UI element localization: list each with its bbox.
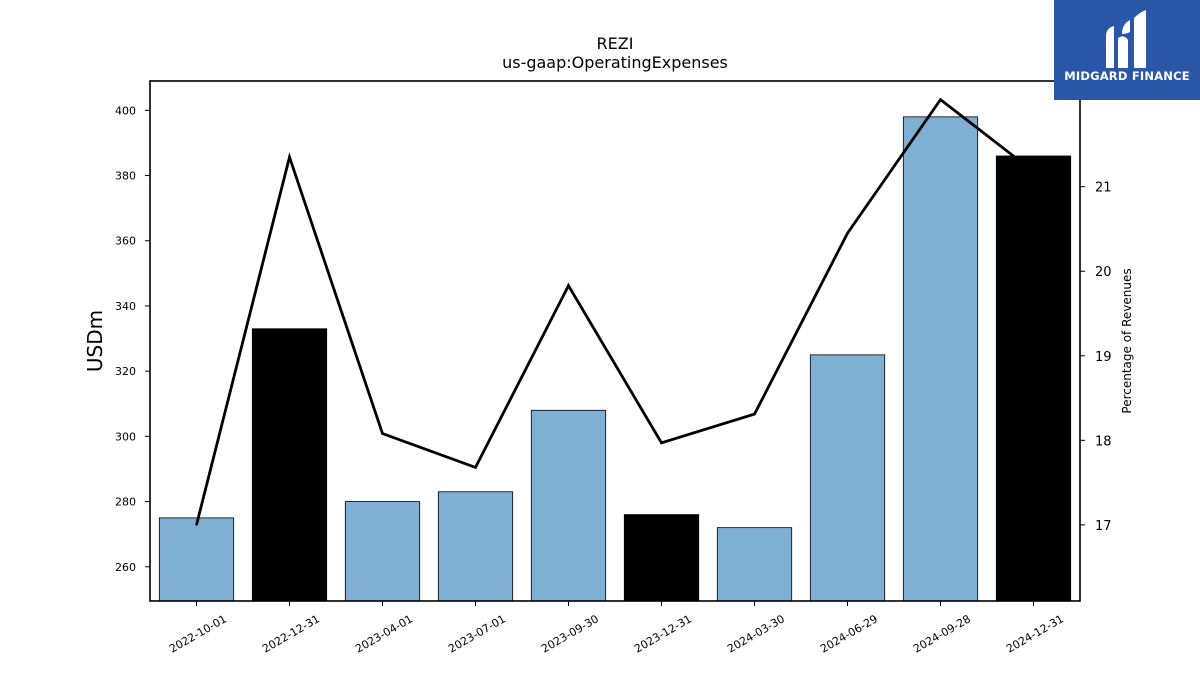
midgard-finance-logo: MIDGARD FINANCE	[1054, 0, 1200, 100]
line-point-2024-09-28	[939, 98, 942, 101]
midgard-logo-icon	[1106, 10, 1146, 68]
line-point-2024-12-31	[1032, 170, 1035, 173]
line-point-2023-12-31	[660, 442, 663, 444]
x-tick-label-2023-07-01: 2023-07-01	[446, 612, 508, 655]
y2-tick-label-17: 17	[1095, 519, 1112, 534]
x-tick-label-2024-12-31: 2024-12-31	[1004, 612, 1066, 655]
y2-axis-label: Percentage of Revenues	[1120, 268, 1134, 413]
line-point-2023-07-01	[474, 466, 477, 469]
y-tick-label-320: 320	[115, 365, 136, 378]
line-point-2022-10-01	[195, 524, 198, 526]
bar-2023-07-01	[437, 491, 514, 602]
chart-title: REZI	[597, 34, 634, 53]
bar-2023-12-31	[623, 514, 700, 602]
x-tick-label-2024-06-29: 2024-06-29	[818, 612, 880, 655]
percentage-line	[195, 97, 1035, 526]
y-tick-label-280: 280	[115, 496, 136, 509]
x-tick-label-2023-04-01: 2023-04-01	[353, 612, 415, 655]
y-axis-label: USDm	[83, 310, 107, 372]
y-tick-label-340: 340	[115, 300, 136, 313]
chart-subtitle: us-gaap:OperatingExpenses	[502, 53, 728, 72]
bars-layer	[158, 116, 1072, 602]
line-point-2024-03-30	[753, 413, 756, 415]
x-tick-label-2023-12-31: 2023-12-31	[632, 612, 694, 655]
y2-tick-label-18: 18	[1095, 434, 1112, 449]
bar-2024-12-31	[995, 155, 1072, 602]
x-tick-label-2024-03-30: 2024-03-30	[725, 612, 787, 655]
x-tick-label-2022-10-01: 2022-10-01	[167, 612, 229, 655]
bar-2022-12-31	[251, 328, 328, 602]
axes-layer: 260 280 300 320 340 360 380 400 17 18 19 20 21 2022-1…	[115, 80, 1112, 656]
line-point-2023-04-01	[381, 432, 384, 435]
y-tick-label-400: 400	[115, 104, 136, 117]
logo-text: MIDGARD FINANCE	[1064, 69, 1190, 83]
bar-2024-09-28	[902, 116, 979, 602]
bar-2023-04-01	[344, 501, 421, 602]
line-layer	[195, 97, 1035, 526]
line-point-2024-06-29	[846, 232, 849, 234]
y2-tick-label-20: 20	[1095, 265, 1112, 280]
y2-tick-label-19: 19	[1095, 350, 1112, 365]
bar-2024-03-30	[716, 527, 793, 602]
bar-2023-09-30	[530, 409, 607, 602]
bar-2022-10-01	[158, 517, 235, 602]
line-point-2022-12-31	[288, 156, 291, 158]
line-point-2023-09-30	[567, 284, 570, 287]
x-tick-label-2023-09-30: 2023-09-30	[539, 612, 601, 655]
y2-tick-label-21: 21	[1095, 181, 1112, 196]
y-tick-label-260: 260	[115, 561, 136, 574]
y-tick-label-360: 360	[115, 235, 136, 248]
x-tick-label-2024-09-28: 2024-09-28	[911, 612, 973, 655]
y-tick-label-300: 300	[115, 430, 136, 443]
x-tick-label-2022-12-31: 2022-12-31	[260, 612, 322, 655]
plot-frame	[149, 80, 1081, 602]
bar-2024-06-29	[809, 354, 886, 602]
y-tick-label-380: 380	[115, 170, 136, 183]
